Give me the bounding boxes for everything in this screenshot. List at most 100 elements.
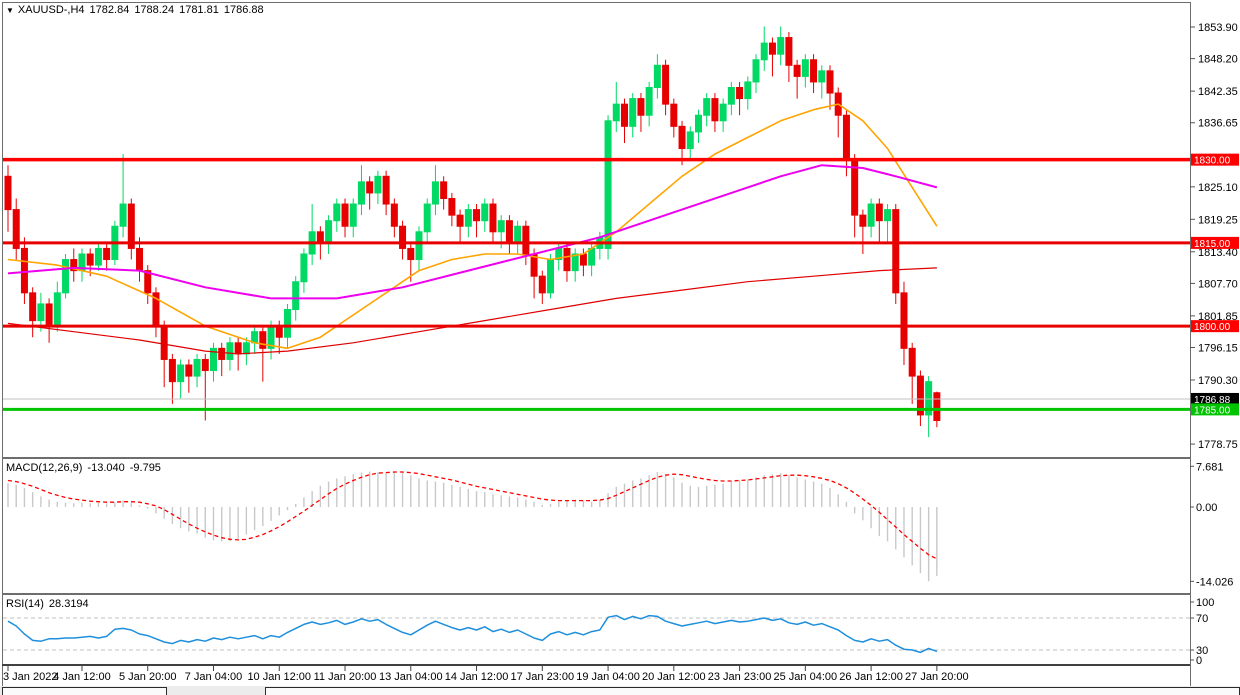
candle-body bbox=[242, 342, 250, 355]
candle-body bbox=[505, 220, 513, 244]
candle-body bbox=[588, 247, 596, 266]
macd-signal-line bbox=[7, 471, 938, 560]
macd-axis[interactable]: 7.681 0.00 -14.026 bbox=[1190, 461, 1233, 588]
rsi-panel bbox=[3, 614, 1190, 654]
candle-body bbox=[53, 292, 61, 327]
candle-body bbox=[415, 231, 423, 261]
rsi-axis[interactable]: 100 70 300 bbox=[1190, 597, 1214, 667]
price-marker-label: 1785.00 bbox=[1194, 405, 1231, 416]
candle-body bbox=[473, 209, 481, 222]
candle-body bbox=[538, 275, 546, 294]
horizontal-lines[interactable] bbox=[3, 157, 1190, 411]
candle-body bbox=[390, 203, 398, 227]
candle-body bbox=[20, 247, 28, 294]
time-label: 23 Jan 23:00 bbox=[708, 671, 772, 683]
price-marker-label: 1786.88 bbox=[1194, 395, 1231, 406]
time-label: 4 Jan 12:00 bbox=[53, 671, 111, 683]
candle-body bbox=[407, 247, 415, 261]
time-label: 5 Jan 20:00 bbox=[119, 671, 177, 683]
candle-body bbox=[547, 259, 555, 294]
candle-body bbox=[456, 214, 464, 227]
candle-body bbox=[210, 347, 217, 372]
candle-body bbox=[859, 214, 867, 227]
price-marker-label: 1815.00 bbox=[1194, 239, 1231, 250]
candle-body bbox=[357, 181, 365, 205]
price-tick-label: 1807.70 bbox=[1198, 278, 1238, 290]
candle-body bbox=[86, 253, 94, 266]
candle-body bbox=[226, 342, 234, 360]
candle-body bbox=[464, 209, 472, 227]
time-label: 10 Jan 12:00 bbox=[247, 671, 311, 683]
price-tick-label: 1790.30 bbox=[1198, 375, 1238, 387]
rsi-indicator-label: RSI(14) 28.3194 bbox=[6, 598, 94, 610]
candle-body bbox=[160, 325, 168, 360]
price-tick-label: 1819.25 bbox=[1198, 214, 1238, 226]
rsi-line bbox=[7, 614, 938, 654]
candle-body bbox=[12, 209, 20, 249]
candle-body bbox=[94, 247, 102, 266]
candle-body bbox=[440, 181, 448, 199]
price-tick-label: 1842.35 bbox=[1198, 86, 1238, 98]
candle-body bbox=[727, 86, 735, 105]
price-marker-1815.00 bbox=[1191, 236, 1239, 249]
price-tick-label: 1853.90 bbox=[1198, 22, 1238, 34]
candle-body bbox=[349, 203, 357, 227]
candle-body bbox=[29, 292, 37, 322]
minimized-window-2[interactable] bbox=[265, 687, 1240, 695]
macd-indicator-label: MACD(12,26,9) -13.040 -9.795 bbox=[6, 462, 166, 474]
price-axis[interactable]: 1853.90 1848.20 1842.35 1836.65 1825.10 1819.… bbox=[1190, 22, 1239, 451]
price-tick-label: 1848.20 bbox=[1198, 54, 1238, 66]
price-tick-label: 1778.75 bbox=[1198, 439, 1238, 451]
symbol-dropdown-icon[interactable]: ▼ bbox=[6, 6, 14, 15]
time-label: 14 Jan 12:00 bbox=[445, 671, 509, 683]
symbol-label: XAUUSD-,H4 bbox=[17, 4, 85, 16]
rsi-axis-label: 70 bbox=[1196, 613, 1208, 625]
candle-body bbox=[900, 292, 908, 349]
candle-body bbox=[694, 114, 702, 133]
candle-body bbox=[127, 203, 135, 249]
candle-body bbox=[283, 308, 291, 338]
candle-body bbox=[670, 103, 678, 127]
time-label: 20 Jan 12:00 bbox=[642, 671, 706, 683]
candle-body bbox=[185, 364, 193, 377]
candle-body bbox=[686, 131, 694, 150]
candle-body bbox=[341, 203, 349, 227]
candle-body bbox=[374, 175, 382, 194]
candle-body bbox=[316, 231, 324, 244]
time-label: 11 Jan 20:00 bbox=[314, 671, 377, 683]
panel-frame bbox=[2, 2, 1191, 686]
macd-axis-label: 7.681 bbox=[1196, 461, 1224, 473]
bottom-window-strip bbox=[0, 686, 1240, 695]
candle-body bbox=[144, 270, 152, 294]
candle-body bbox=[785, 37, 793, 66]
rsi-name: RSI(14) bbox=[6, 598, 44, 610]
candle-body bbox=[768, 42, 776, 55]
candle-body bbox=[703, 98, 711, 116]
minimized-window-1[interactable] bbox=[2, 687, 167, 695]
candle-body bbox=[752, 59, 760, 83]
candle-body bbox=[711, 98, 719, 122]
price-tick-label: 1801.85 bbox=[1198, 311, 1238, 323]
price-marker-label: 1800.00 bbox=[1194, 322, 1231, 333]
candle-body bbox=[481, 203, 489, 222]
candle-body bbox=[497, 220, 505, 233]
candle-body bbox=[62, 259, 70, 294]
candle-body bbox=[925, 381, 933, 416]
ohlc-open: 1782.84 bbox=[89, 4, 130, 16]
candle-body bbox=[621, 103, 628, 127]
candle-body bbox=[333, 203, 341, 222]
macd-axis-label: -14.026 bbox=[1196, 576, 1233, 588]
time-label: 19 Jan 04:00 bbox=[576, 671, 640, 683]
candle-body bbox=[645, 86, 653, 116]
time-label: 3 Jan 2022 bbox=[3, 671, 57, 683]
candle-body bbox=[777, 37, 785, 55]
candle-body bbox=[325, 220, 333, 244]
candle-body bbox=[423, 203, 431, 233]
candle-body bbox=[119, 203, 127, 227]
candle-body bbox=[744, 81, 752, 100]
macd-main-value: -13.040 bbox=[87, 462, 125, 474]
time-label: 27 Jan 20:00 bbox=[905, 671, 969, 683]
